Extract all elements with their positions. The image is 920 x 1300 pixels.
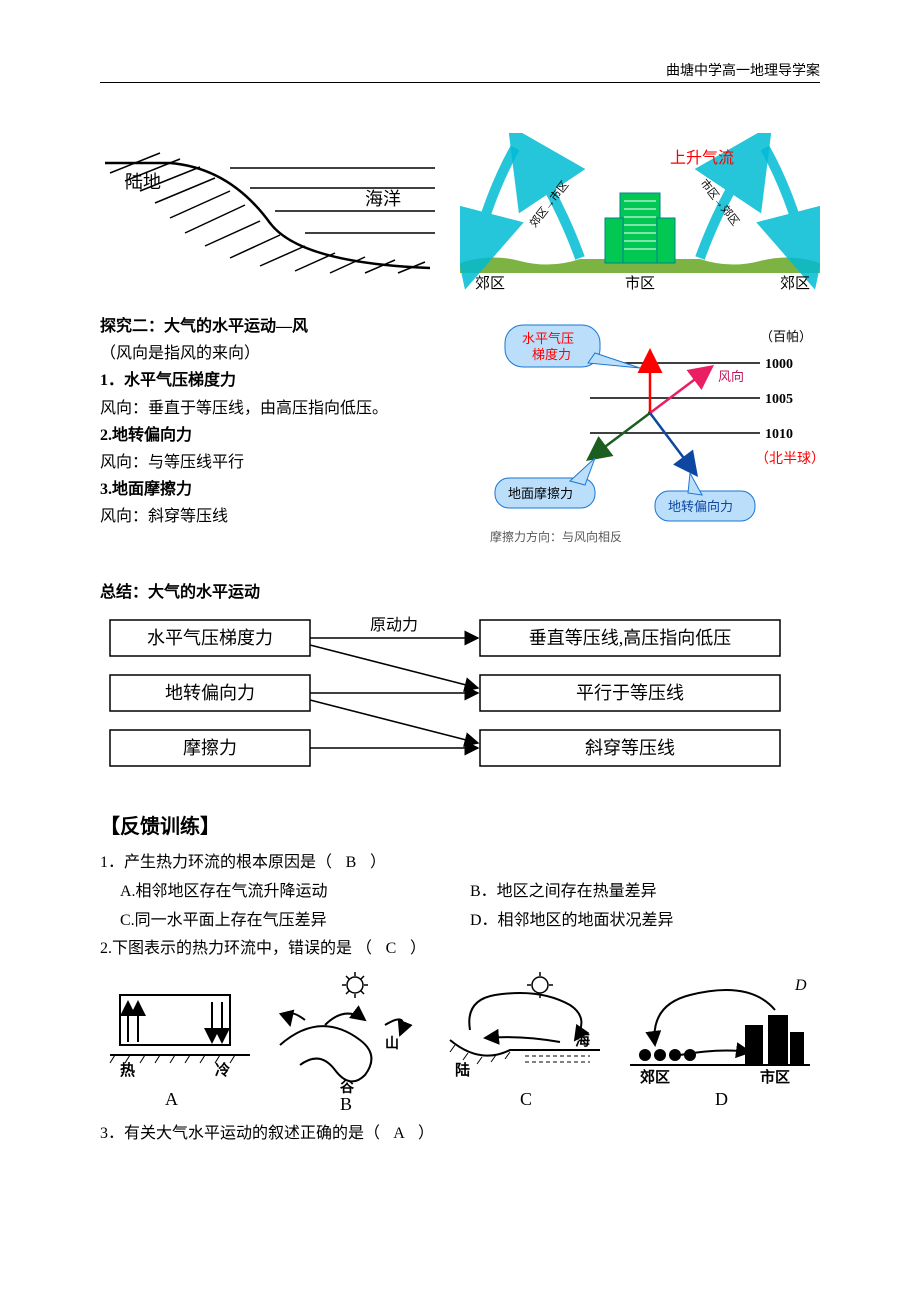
svg-text:垂直等压线,高压指向低压: 垂直等压线,高压指向低压 — [529, 628, 732, 648]
item2-desc: 风向：与等压线平行 — [100, 449, 450, 476]
svg-text:A: A — [165, 1089, 178, 1109]
suburb-label-right: 郊区 — [780, 275, 810, 292]
svg-text:冷: 冷 — [215, 1061, 230, 1079]
svg-text:热: 热 — [120, 1061, 135, 1079]
q1-answer: B — [336, 849, 366, 878]
svg-text:斜穿等压线: 斜穿等压线 — [585, 738, 675, 758]
q2-answer: C — [376, 935, 406, 964]
friction-callout: 地面摩擦力 — [495, 458, 595, 508]
item3-title: 3.地面摩擦力 — [100, 476, 450, 503]
wind-label: 风向 — [718, 369, 744, 384]
svg-text:地面摩擦力: 地面摩擦力 — [508, 486, 573, 501]
q2-option-b-icon: 山 谷 B — [280, 972, 403, 1114]
q1: 1．产生热力环流的根本原因是（ B ） — [100, 849, 820, 878]
land-ocean-diagram: 陆地 海洋 — [100, 133, 440, 293]
svg-text:D: D — [715, 1089, 728, 1109]
rising-air-label: 上升气流 — [670, 149, 734, 167]
svg-text:山: 山 — [385, 1036, 399, 1052]
q2-option-c-icon: 陆 海 C — [450, 972, 600, 1109]
isobar-1010: 1010 — [765, 427, 793, 442]
friction-note: 摩擦力方向：与风向相反 — [490, 529, 622, 544]
svg-text:海: 海 — [575, 1031, 590, 1049]
q2-option-d-icon: 郊区 市区 D D — [630, 977, 810, 1109]
q2: 2.下图表示的热力环流中，错误的是 （ C ） — [100, 935, 820, 964]
feedback-heading: 【反馈训练】 — [100, 810, 820, 839]
unit-label: （百帕） — [760, 329, 812, 344]
hemisphere-label: （北半球） — [755, 451, 820, 467]
q1-options: A.相邻地区存在气流升降运动 B．地区之间存在热量差异 C.同一水平面上存在气压… — [100, 878, 820, 936]
section2-subtitle: （风向是指风的来向） — [100, 340, 450, 367]
item2-title: 2.地转偏向力 — [100, 422, 450, 449]
section2-row: 探究二：大气的水平运动—风 （风向是指风的来向） 1．水平气压梯度力 风向：垂直… — [100, 313, 820, 553]
q3-answer: A — [384, 1120, 414, 1149]
suburb-label-left: 郊区 — [475, 275, 505, 292]
q2-option-a-icon: 热 冷 A — [110, 995, 250, 1109]
isobar-1005: 1005 — [765, 392, 793, 407]
svg-text:D: D — [794, 977, 807, 994]
svg-text:市区: 市区 — [760, 1068, 790, 1086]
coriolis-callout: 地转偏向力 — [655, 473, 755, 521]
isobar-1000: 1000 — [765, 357, 793, 372]
city-label: 市区 — [625, 275, 655, 292]
q2-diagram: 热 冷 A 山 谷 B — [100, 970, 820, 1120]
summary-flow-diagram: 水平气压梯度力 地转偏向力 摩擦力 垂直等压线,高压指向低压 平行于等压线 斜穿… — [100, 610, 820, 780]
svg-text:陆: 陆 — [455, 1062, 470, 1079]
city-buildings-icon — [605, 193, 675, 263]
svg-text:水平气压梯度力: 水平气压梯度力 — [147, 628, 273, 648]
land-label: 陆地 — [125, 172, 161, 192]
section2-title: 探究二：大气的水平运动—风 — [100, 313, 450, 340]
forces-diagram: 1000 1005 1010 （百帕） （北半球） 水平气压 梯度力 — [460, 313, 820, 553]
svg-text:摩擦力: 摩擦力 — [183, 738, 237, 758]
svg-text:郊区: 郊区 — [640, 1068, 670, 1086]
svg-text:平行于等压线: 平行于等压线 — [576, 683, 684, 703]
svg-text:水平气压: 水平气压 — [522, 331, 574, 346]
summary-title: 总结：大气的水平运动 — [100, 578, 820, 602]
top-diagrams-row: 陆地 海洋 — [100, 133, 820, 293]
mid-label: 原动力 — [370, 616, 418, 634]
svg-text:C: C — [520, 1089, 532, 1109]
svg-text:B: B — [340, 1094, 352, 1114]
item3-desc: 风向：斜穿等压线 — [100, 503, 450, 530]
page-header: 曲塘中学高一地理导学案 — [100, 60, 820, 83]
item1-title: 1．水平气压梯度力 — [100, 367, 450, 394]
svg-text:地转偏向力: 地转偏向力 — [668, 499, 733, 514]
item1-desc: 风向：垂直于等压线，由高压指向低压。 — [100, 395, 450, 422]
ocean-label: 海洋 — [365, 189, 401, 209]
svg-text:地转偏向力: 地转偏向力 — [165, 683, 255, 703]
city-heat-diagram: 上升气流 郊区→市区 市区→郊区 郊区 市区 郊区 — [460, 133, 820, 293]
pgf-callout: 水平气压 梯度力 — [505, 325, 640, 368]
svg-text:梯度力: 梯度力 — [532, 347, 571, 362]
q3: 3．有关大气水平运动的叙述正确的是（ A ） — [100, 1120, 820, 1149]
